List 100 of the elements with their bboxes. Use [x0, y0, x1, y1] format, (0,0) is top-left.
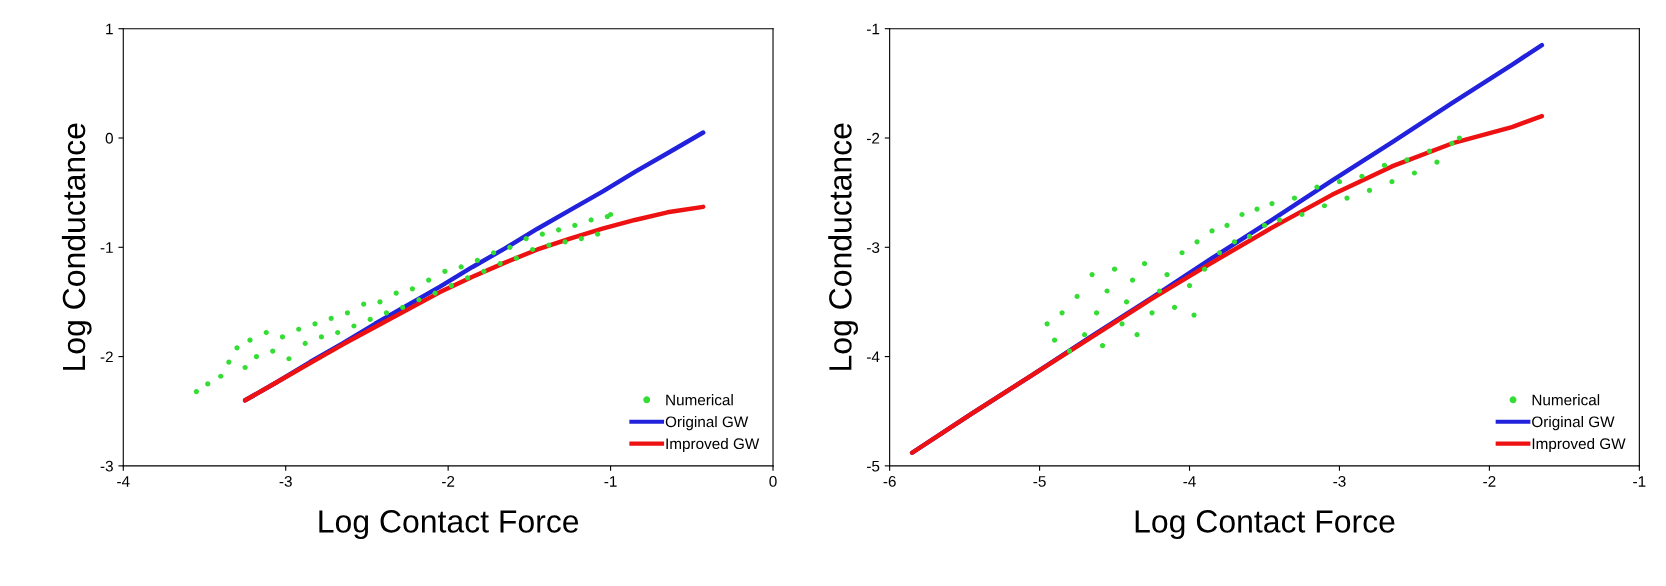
- y-tick-label: 0: [105, 132, 113, 144]
- point: [1111, 266, 1118, 272]
- x-tick-label: -5: [1033, 476, 1046, 487]
- point: [1099, 343, 1106, 349]
- point: [409, 286, 416, 292]
- point: [530, 246, 536, 253]
- point: [400, 304, 406, 310]
- point: [497, 261, 503, 267]
- point: [416, 297, 422, 303]
- point: [1246, 233, 1253, 239]
- x-tick-label: -6: [883, 476, 896, 487]
- x-tick-label: -3: [279, 476, 292, 487]
- point: [1261, 222, 1268, 229]
- point: [481, 268, 487, 274]
- point: [1404, 157, 1410, 163]
- point: [1314, 184, 1320, 190]
- point: [1119, 321, 1125, 327]
- point: [1344, 195, 1350, 201]
- point: [1366, 187, 1373, 194]
- point: [1434, 159, 1440, 165]
- x-tick-label: -2: [442, 476, 455, 487]
- point: [588, 217, 594, 223]
- point: [226, 359, 232, 365]
- point: [193, 388, 199, 395]
- point: [1149, 310, 1155, 316]
- point: [607, 211, 614, 218]
- point: [344, 310, 351, 316]
- point: [556, 227, 562, 233]
- y-tick-label: -5: [867, 460, 880, 472]
- point: [1201, 266, 1208, 272]
- point: [351, 323, 357, 329]
- point: [270, 348, 276, 354]
- y-tick-label: -4: [867, 351, 880, 363]
- point: [1411, 170, 1418, 176]
- point: [513, 255, 519, 261]
- point: [296, 326, 302, 332]
- point: [1141, 261, 1148, 267]
- point: [1179, 250, 1185, 256]
- point: [1276, 217, 1283, 223]
- point: [1389, 179, 1395, 185]
- point: [1216, 250, 1223, 256]
- point: [312, 321, 318, 327]
- point: [383, 310, 390, 316]
- x-axis-title: Log Contact Force: [1135, 510, 1395, 540]
- legend-label: Improved GW: [1532, 437, 1626, 453]
- y-tick-label: -1: [100, 242, 113, 253]
- point: [1239, 211, 1245, 218]
- point: [1074, 293, 1080, 300]
- y-tick-label: 1: [106, 23, 113, 35]
- point: [562, 239, 568, 245]
- point: [242, 364, 248, 371]
- point: [1224, 222, 1230, 229]
- point: [361, 301, 367, 307]
- point: [1336, 179, 1343, 185]
- point: [1291, 195, 1298, 201]
- point: [1066, 348, 1073, 354]
- point: [234, 345, 240, 351]
- point: [465, 275, 471, 281]
- point: [448, 282, 454, 289]
- point: [1134, 332, 1140, 338]
- point: [1254, 206, 1260, 212]
- point: [247, 337, 253, 343]
- point: [1186, 282, 1193, 289]
- point: [1299, 211, 1305, 218]
- point: [279, 334, 286, 340]
- point: [1164, 272, 1170, 278]
- point: [1059, 310, 1065, 316]
- point: [432, 290, 438, 296]
- legend-label: Numerical: [666, 394, 733, 406]
- point: [426, 277, 432, 283]
- point: [253, 353, 260, 360]
- point: [1093, 310, 1100, 316]
- point: [1171, 304, 1178, 310]
- point: [1129, 277, 1136, 283]
- point: [263, 329, 269, 336]
- point: [1231, 239, 1238, 245]
- point: [458, 264, 464, 270]
- point: [546, 242, 552, 248]
- x-tick-label: -1: [1633, 476, 1646, 487]
- point: [367, 316, 373, 323]
- point: [1104, 288, 1110, 294]
- y-tick-label: -2: [100, 351, 113, 363]
- point: [1321, 203, 1328, 209]
- point: [523, 235, 529, 242]
- y-tick-label: -3: [867, 242, 880, 253]
- legend-label: Original GW: [665, 416, 749, 431]
- point: [335, 329, 341, 336]
- y-tick-label: -2: [867, 132, 880, 144]
- x-tick-label: -4: [1183, 476, 1196, 487]
- point: [328, 315, 334, 321]
- point: [1456, 135, 1463, 141]
- x-tick-label: -2: [1483, 476, 1496, 487]
- point: [1449, 140, 1455, 147]
- y-tick-label: -1: [867, 23, 880, 35]
- point: [539, 231, 545, 237]
- x-axis-title: Log Contact Force: [319, 510, 579, 540]
- point: [318, 334, 325, 340]
- legend-label: Numerical: [1532, 394, 1600, 406]
- point: [1051, 337, 1058, 343]
- point: [507, 244, 513, 250]
